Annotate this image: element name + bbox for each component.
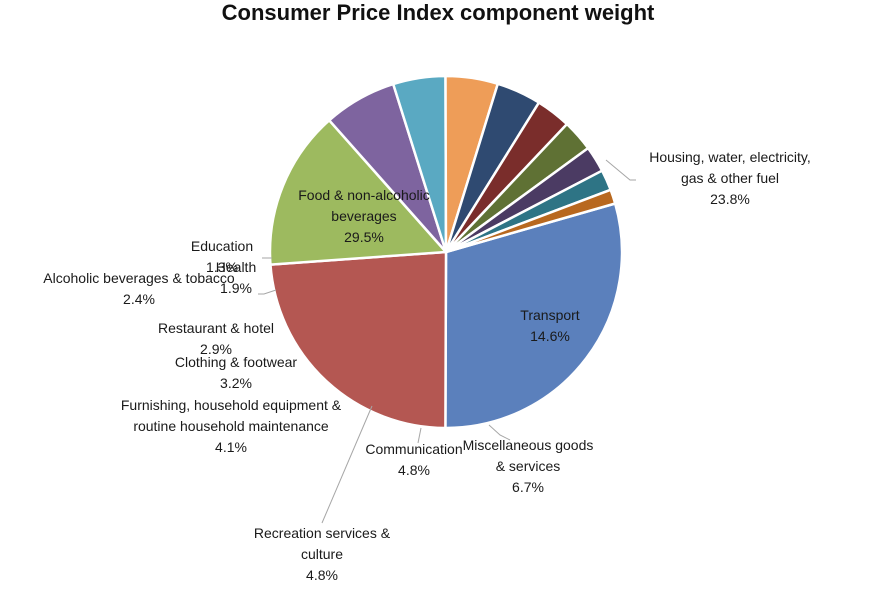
slice-name-line: gas & other fuel (681, 170, 779, 186)
slice-name-line: Restaurant & hotel (158, 320, 274, 336)
slice-name-line: & services (496, 458, 561, 474)
slice-label-restaurant-and-hotel: Restaurant & hotel 2.9% (158, 320, 274, 357)
slice-name-line: Health (216, 259, 256, 275)
slice-label-food-and-non-alcoholic-beverages: Food & non-alcoholic beverages 29.5% (298, 187, 430, 245)
slice-label-health: Health 1.9% (216, 259, 256, 296)
pie-slice-housing-water-electricity-gas-and-other-fuel (269, 250, 448, 430)
slice-name-line: Furnishing, household equipment & (121, 397, 342, 413)
slice-name-line: Food & non-alcoholic (298, 187, 430, 203)
slice-name-line: Miscellaneous goods (463, 437, 594, 453)
slice-value-label: 4.8% (398, 462, 430, 478)
slice-name-line: Education (191, 238, 253, 254)
slice-label-housing-water-electricity-gas-and-other-fuel: Housing, water, electricity, gas & other … (649, 149, 811, 207)
slice-name-line: Transport (520, 307, 580, 323)
slice-name-line: Housing, water, electricity, (649, 149, 811, 165)
pie-slice-food-and-non-alcoholic-beverages (444, 202, 624, 430)
slice-value-label: 23.8% (710, 191, 750, 207)
slice-label-recreation-services-and-culture: Recreation services & culture 4.8% (254, 525, 391, 583)
slice-label-transport: Transport 14.6% (520, 307, 580, 344)
slice-value-label: 1.9% (220, 280, 252, 296)
slice-name-line: beverages (331, 208, 396, 224)
slice-value-label: 4.8% (306, 567, 338, 583)
slice-name-line: culture (301, 546, 343, 562)
slice-label-clothing-and-footwear: Clothing & footwear 3.2% (175, 354, 298, 391)
slice-value-label: 1.3% (206, 259, 238, 275)
slice-label-education: Education 1.3% (191, 238, 253, 275)
slice-label-communication: Communication 4.8% (365, 441, 462, 478)
slice-label-miscellaneous-goods-and-services: Miscellaneous goods & services 6.7% (463, 437, 594, 495)
slice-label-furnishing-household-equipment-and-routine-household-maintenance: Furnishing, household equipment & routine… (121, 397, 342, 455)
leader-line-miscellaneous-goods-and-services (488, 424, 511, 441)
slice-name-line: routine household maintenance (133, 418, 329, 434)
slice-value-label: 2.9% (200, 341, 232, 357)
slice-value-label: 4.1% (215, 439, 247, 455)
leader-line-housing-water-electricity-gas-and-other-fuel (605, 159, 636, 181)
slice-value-label: 2.4% (123, 291, 155, 307)
leader-line-alcoholic-beverages-and-tobacco (258, 289, 277, 295)
leader-line-communication (417, 427, 422, 444)
slice-name-line: Communication (365, 441, 462, 457)
chart-title: Consumer Price Index component weight (221, 0, 655, 25)
pie-slice-transport (268, 119, 448, 266)
pie-slice-education (444, 188, 617, 254)
leader-line-recreation-services-and-culture (321, 405, 373, 524)
slice-name-line: Clothing & footwear (175, 354, 298, 370)
slice-value-label: 29.5% (344, 229, 384, 245)
slice-value-label: 14.6% (530, 328, 570, 344)
slice-label-alcoholic-beverages-and-tobacco: Alcoholic beverages & tobacco 2.4% (43, 270, 235, 307)
slice-name-line: Recreation services & (254, 525, 391, 541)
slice-value-label: 3.2% (220, 375, 252, 391)
slice-value-label: 6.7% (512, 479, 544, 495)
slice-name-line: Alcoholic beverages & tobacco (43, 270, 235, 286)
